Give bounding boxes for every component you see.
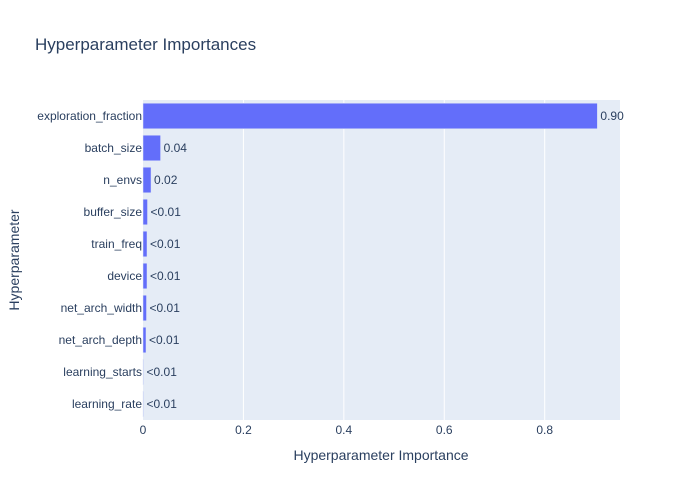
data-label: <0.01: [150, 269, 181, 283]
plot-area: [143, 100, 620, 420]
data-label: <0.01: [150, 237, 181, 251]
y-tick-label: n_envs: [103, 173, 142, 187]
chart-title: Hyperparameter Importances: [35, 35, 256, 54]
y-tick-label: net_arch_depth: [59, 333, 142, 347]
bar-net-arch-width: [142, 294, 147, 322]
y-tick-label: batch_size: [85, 141, 143, 155]
x-axis-title: Hyperparameter Importance: [293, 447, 468, 463]
gridlines: [242, 100, 546, 420]
y-tick-label: buffer_size: [84, 205, 143, 219]
bar-net-arch-depth: [142, 326, 147, 354]
bar-batch-size: [142, 134, 161, 162]
x-tick-label: 0.8: [536, 423, 553, 437]
data-label: <0.01: [149, 333, 180, 347]
y-tick-label: exploration_fraction: [37, 109, 142, 123]
bar-train-freq: [142, 230, 148, 258]
y-tick-label: learning_starts: [63, 365, 142, 379]
x-tick-label: 0.4: [335, 423, 352, 437]
bar-exploration-fraction: [142, 102, 598, 130]
data-label: <0.01: [147, 397, 178, 411]
x-tick-label: 0.6: [436, 423, 453, 437]
data-label: <0.01: [151, 205, 182, 219]
data-label: <0.01: [150, 301, 181, 315]
data-label: <0.01: [147, 365, 178, 379]
x-tick-labels: 0 0.2 0.4 0.6 0.8: [140, 423, 554, 437]
y-tick-label: learning_rate: [72, 397, 142, 411]
y-tick-label: device: [107, 269, 142, 283]
x-tick-label: 0: [140, 423, 147, 437]
y-tick-label: train_freq: [91, 237, 142, 251]
bar-learning-rate: [142, 390, 144, 418]
y-tick-labels: exploration_fraction batch_size n_envsbuff…: [37, 109, 142, 411]
bar-n-envs: [142, 166, 152, 194]
bar-buffer-size: [142, 198, 148, 226]
data-label: 0.02: [154, 173, 178, 187]
data-label: 0.04: [164, 141, 188, 155]
bars: [142, 102, 598, 418]
data-labels: 0.90 0.04 0.02 <0.01 <0.01 <0.01 <0.01 <0.01 <0.…: [147, 109, 625, 411]
bar-learning-starts: [142, 358, 144, 386]
bar-device: [142, 262, 148, 290]
y-axis-title: Hyperparameter: [6, 209, 22, 310]
x-tick-label: 0.2: [235, 423, 252, 437]
data-label: 0.90: [600, 109, 624, 123]
y-tick-label: net_arch_width: [61, 301, 142, 315]
